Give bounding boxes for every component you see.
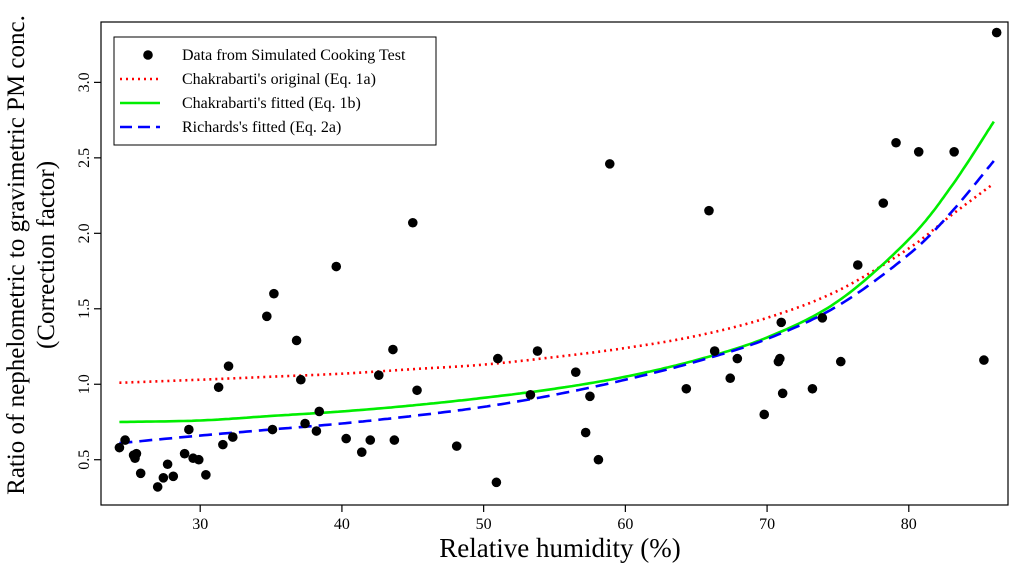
- data-point: [296, 374, 306, 385]
- data-point: [267, 424, 278, 435]
- x-tick-label: 30: [192, 516, 208, 533]
- curve-chakrabarti-original: [119, 182, 995, 385]
- data-point: [223, 361, 234, 371]
- data-point: [817, 313, 828, 323]
- data-point: [991, 27, 1002, 38]
- data-point: [291, 335, 302, 346]
- data-point: [493, 353, 503, 364]
- data-point: [300, 418, 310, 429]
- data-point: [184, 424, 194, 435]
- data-point: [709, 346, 720, 356]
- data-point: [913, 147, 924, 157]
- data-point: [525, 390, 536, 400]
- x-tick-label: 70: [759, 516, 775, 533]
- curve-chakrabarti-fitted: [119, 120, 995, 424]
- curve-richards-fitted: [119, 160, 995, 445]
- legend: Data from Simulated Cooking Test Chakrab…: [113, 36, 437, 146]
- data-point: [604, 159, 615, 169]
- data-point: [389, 435, 400, 445]
- data-point: [356, 447, 367, 457]
- data-point: [704, 205, 714, 216]
- legend-label-chakrabarti-original: Chakrabarti's original (Eq. 1a): [182, 71, 376, 88]
- data-point: [201, 470, 211, 480]
- data-point: [269, 288, 279, 299]
- data-point: [878, 198, 889, 208]
- legend-label-chakrabarti-fitted: Chakrabarti's fitted (Eq. 1b): [182, 95, 361, 112]
- data-point: [193, 454, 204, 465]
- fitted-curves: [119, 120, 995, 445]
- data-point: [580, 427, 591, 438]
- data-point: [532, 346, 543, 356]
- y-tick-label: 0.5: [76, 450, 93, 470]
- data-point: [179, 448, 190, 459]
- legend-label-richards-fitted: Richards's fitted (Eq. 2a): [182, 119, 341, 136]
- data-point: [314, 406, 325, 417]
- data-point: [491, 477, 502, 488]
- data-point: [979, 355, 989, 365]
- data-point: [227, 432, 238, 442]
- data-point: [262, 311, 272, 322]
- legend-marker-points: [143, 50, 153, 60]
- data-point: [120, 435, 130, 445]
- data-point: [835, 356, 846, 367]
- data-point: [331, 261, 342, 272]
- y-tick-label: 1.0: [76, 374, 93, 394]
- x-tick-label: 40: [334, 516, 350, 533]
- y-tick-label: 2.5: [76, 148, 93, 168]
- data-point: [451, 441, 462, 451]
- x-axis-title: Relative humidity (%): [439, 533, 680, 563]
- data-point: [213, 382, 224, 393]
- data-point: [168, 471, 179, 482]
- data-point: [365, 435, 376, 445]
- data-point: [162, 459, 173, 470]
- data-point: [585, 391, 595, 402]
- data-point: [759, 409, 770, 420]
- y-axis-title-line2: (Correction factor): [33, 161, 60, 349]
- y-tick-label: 2.0: [76, 223, 93, 243]
- data-point: [949, 147, 959, 157]
- x-tick-label: 80: [901, 516, 917, 533]
- x-tick-label: 50: [476, 516, 492, 533]
- data-point: [135, 468, 146, 479]
- plot-area-frame: [100, 21, 1009, 506]
- data-point: [681, 383, 692, 394]
- data-point: [570, 367, 581, 377]
- data-point: [732, 353, 743, 364]
- data-point: [807, 383, 818, 394]
- data-point: [114, 442, 125, 453]
- data-point: [158, 473, 169, 483]
- data-point: [407, 217, 418, 228]
- data-point: [593, 454, 604, 465]
- y-axis: 0.5 1.0 1.5 2.0 2.5 3.0: [76, 72, 101, 470]
- data-point: [725, 373, 736, 384]
- data-points: [114, 27, 1002, 492]
- data-point: [777, 388, 788, 399]
- data-point: [152, 482, 163, 492]
- x-tick-label: 60: [617, 516, 633, 533]
- y-tick-label: 1.5: [76, 299, 93, 319]
- data-point: [776, 317, 787, 328]
- legend-box: [113, 36, 437, 146]
- legend-label-points: Data from Simulated Cooking Test: [182, 47, 406, 64]
- y-axis-title-line1: Ratio of nephelometric to gravimetric PM…: [3, 15, 30, 495]
- data-point: [891, 137, 901, 148]
- data-point: [218, 439, 228, 450]
- data-point: [412, 385, 422, 396]
- data-point: [341, 433, 351, 444]
- data-point: [775, 353, 785, 364]
- data-point: [388, 344, 398, 355]
- y-tick-label: 3.0: [76, 72, 93, 92]
- data-point: [311, 426, 322, 436]
- x-axis: 30 40 50 60 70 80: [192, 505, 917, 533]
- data-point: [852, 260, 863, 270]
- data-point: [373, 370, 384, 380]
- data-point: [131, 448, 142, 459]
